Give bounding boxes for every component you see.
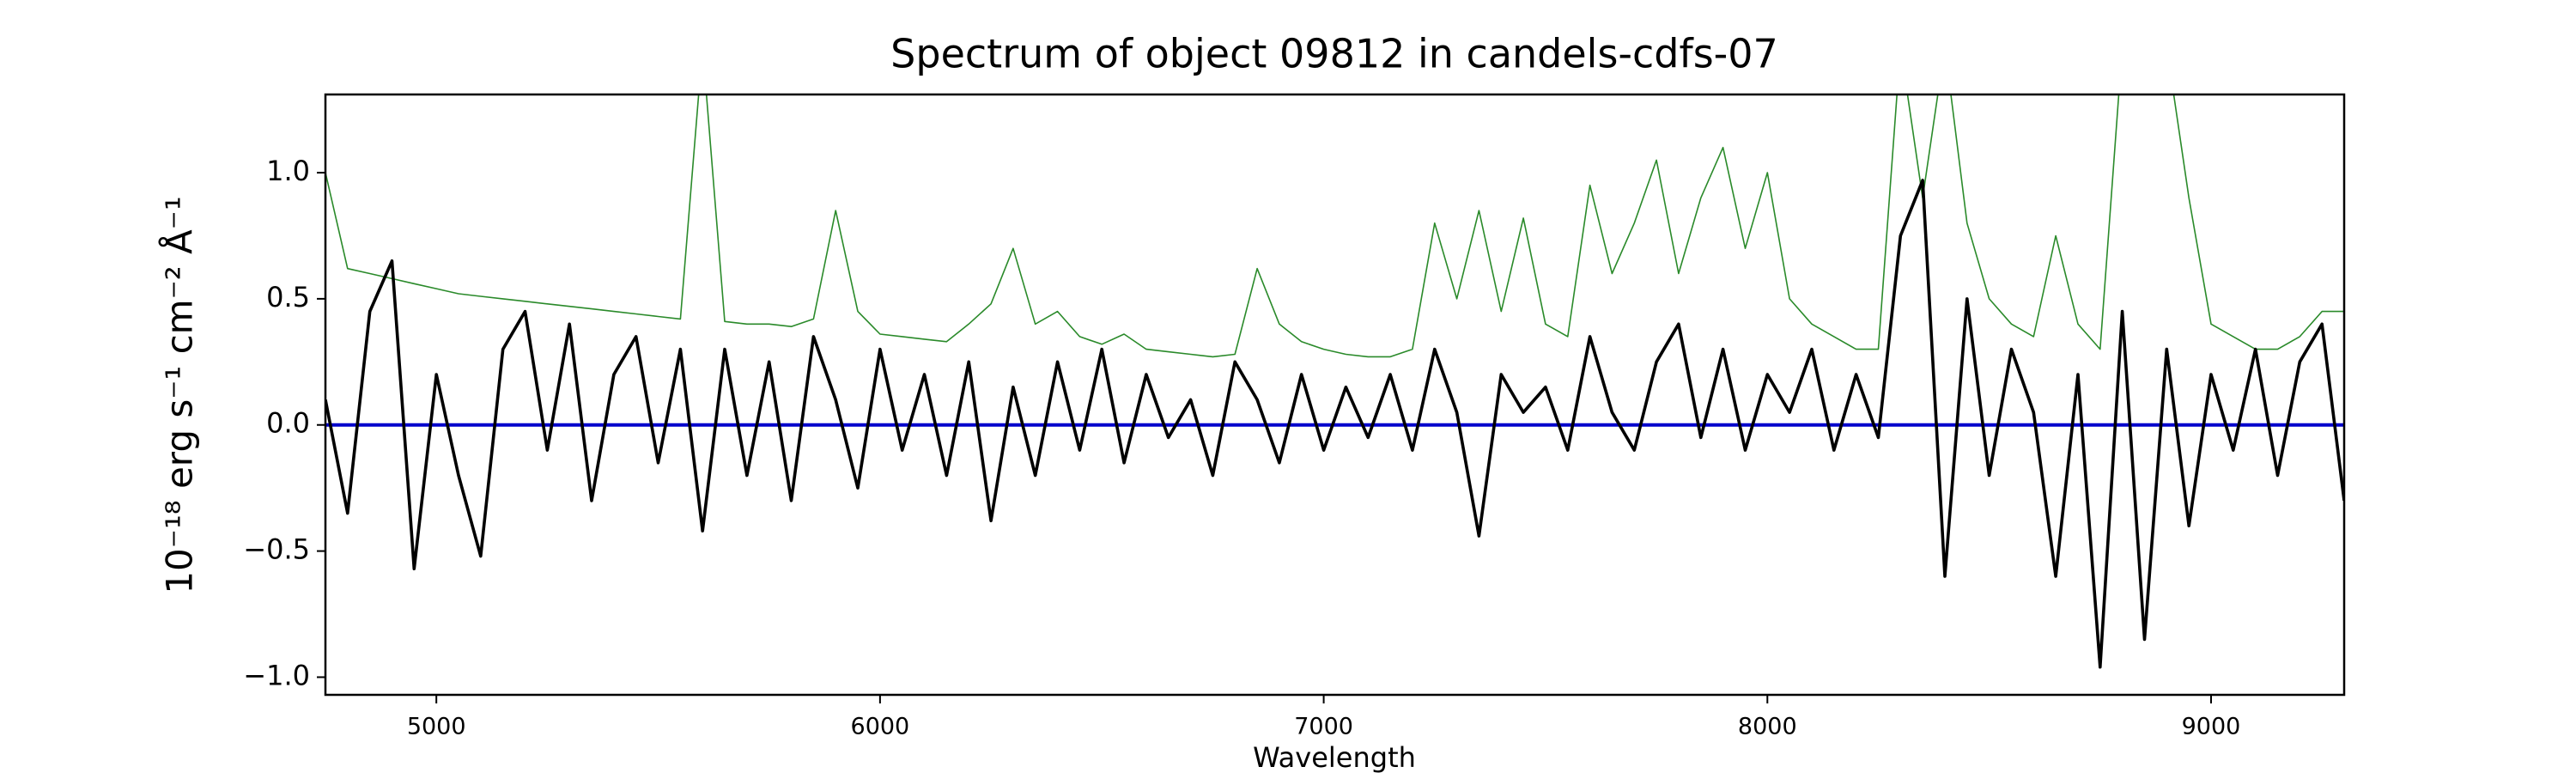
y-tick-label: −0.5 [243, 533, 310, 566]
y-tick-label: 1.0 [266, 155, 310, 187]
y-axis-label: 10⁻¹⁸ erg s⁻¹ cm⁻² Å⁻¹ [158, 196, 201, 593]
x-axis-label: Wavelength [1253, 741, 1416, 773]
y-tick-label: −1.0 [243, 659, 310, 691]
plot-lines [325, 94, 2344, 669]
x-tick-label: 5000 [407, 714, 466, 740]
plot-frame [324, 93, 2346, 697]
x-tick-label: 7000 [1294, 714, 1353, 740]
series-line [325, 179, 2344, 669]
y-tick-label: 0.0 [266, 407, 310, 440]
x-tick-label: 9000 [2182, 714, 2241, 740]
y-tick-label: 0.5 [266, 281, 310, 313]
series-line [325, 94, 2344, 358]
x-tick-label: 6000 [851, 714, 910, 740]
chart-title: Spectrum of object 09812 in candels-cdfs… [890, 31, 1778, 77]
x-tick-label: 8000 [1738, 714, 1797, 740]
